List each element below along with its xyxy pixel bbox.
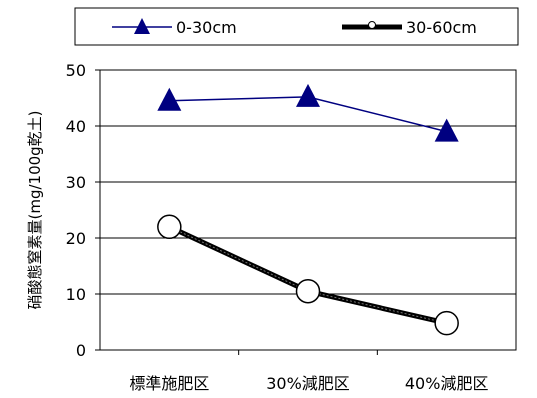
y-ticks: 0 10 20 30 40 50	[66, 61, 100, 360]
x-ticks: 標準施肥区 30%減肥区 40%減肥区	[129, 350, 488, 393]
data-point-triangle	[157, 87, 182, 111]
series-line-texture	[169, 226, 447, 324]
series-line-30-60cm	[168, 224, 448, 326]
data-point-circle	[434, 310, 459, 336]
y-tick-label: 20	[66, 229, 86, 248]
legend-marker-circle	[368, 21, 376, 29]
y-tick-label: 10	[66, 285, 86, 304]
y-tick-label: 40	[66, 117, 86, 136]
y-tick-label: 50	[66, 61, 86, 80]
legend-marker-triangle	[134, 18, 150, 34]
legend-label-30-60cm: 30-60cm	[406, 18, 477, 37]
legend: 0-30cm 30-60cm	[74, 7, 519, 46]
y-tick-label: 0	[76, 341, 86, 360]
legend-item-30-60cm: 30-60cm	[342, 18, 477, 37]
legend-label-0-30cm: 0-30cm	[176, 18, 237, 37]
y-tick-label: 30	[66, 173, 86, 192]
data-point-triangle	[434, 118, 459, 142]
x-tick-label: 標準施肥区	[129, 374, 209, 393]
legend-item-0-30cm: 0-30cm	[112, 18, 237, 37]
data-point-circle	[157, 214, 182, 240]
data-point-triangle	[296, 83, 320, 107]
data-point-circle	[295, 278, 321, 304]
gridlines	[100, 125, 516, 295]
y-axis-label: 硝酸態窒素量(mg/100g乾土)	[26, 110, 44, 309]
x-tick-label: 30%減肥区	[266, 374, 350, 393]
plot-area: 0 10 20 30 40 50 標準施肥区 30%減肥区 40%減肥区	[66, 61, 517, 393]
x-tick-label: 40%減肥区	[405, 374, 489, 393]
series-layer	[157, 83, 459, 336]
plot-frame	[99, 69, 517, 351]
